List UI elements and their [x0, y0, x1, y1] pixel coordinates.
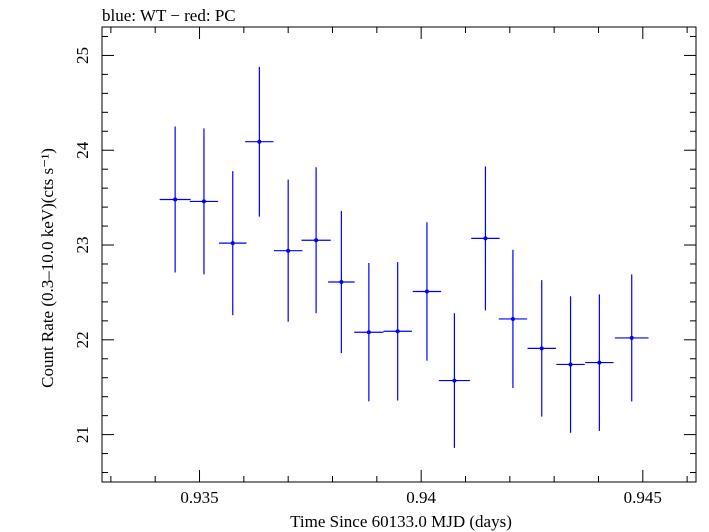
x-axis-label: Time Since 60133.0 MJD (days) — [290, 512, 512, 531]
point-marker — [510, 316, 515, 321]
data-point — [383, 262, 412, 401]
y-tick-label: 23 — [73, 237, 92, 254]
data-point — [273, 179, 303, 322]
point-marker — [366, 330, 371, 335]
data-points — [159, 66, 649, 448]
data-point — [585, 294, 614, 431]
data-point — [301, 167, 331, 314]
point-marker — [568, 362, 573, 367]
y-axis-label: Count Rate (0.3–10.0 keV)(cts s⁻¹) — [38, 148, 57, 388]
point-marker — [539, 346, 544, 351]
point-marker — [452, 378, 457, 383]
y-tick-label: 25 — [73, 47, 92, 64]
x-tick-label: 0.935 — [180, 488, 218, 507]
data-point — [527, 280, 556, 417]
data-point — [189, 128, 219, 275]
data-point — [498, 249, 528, 389]
x-tick-label: 0.94 — [406, 488, 436, 507]
chart-title: blue: WT − red: PC — [102, 6, 236, 25]
point-marker — [314, 238, 319, 243]
data-point — [614, 274, 649, 402]
data-point — [412, 222, 442, 361]
y-tick-label: 22 — [73, 331, 92, 348]
data-point — [438, 313, 470, 448]
point-marker — [339, 279, 344, 284]
data-point — [245, 66, 274, 217]
plot-frame — [101, 26, 697, 483]
point-marker — [597, 360, 602, 365]
data-point — [354, 263, 384, 402]
y-tick-label: 21 — [73, 426, 92, 443]
data-point — [328, 210, 355, 354]
point-marker — [286, 248, 291, 253]
point-marker — [173, 197, 178, 202]
point-marker — [395, 329, 400, 334]
axis-ticks: 0.935 0.94 0.945 21 22 23 24 25 — [73, 27, 696, 507]
x-tick-label: 0.945 — [624, 488, 662, 507]
point-marker — [257, 139, 262, 144]
data-point — [471, 166, 500, 311]
y-tick-label: 24 — [73, 141, 92, 159]
point-marker — [424, 289, 429, 294]
point-marker — [201, 199, 206, 204]
data-point — [556, 296, 585, 433]
data-point — [219, 171, 247, 316]
data-point — [159, 126, 191, 273]
point-marker — [483, 236, 488, 241]
point-marker — [629, 335, 634, 340]
point-marker — [230, 241, 235, 246]
plot-axes — [101, 26, 697, 483]
